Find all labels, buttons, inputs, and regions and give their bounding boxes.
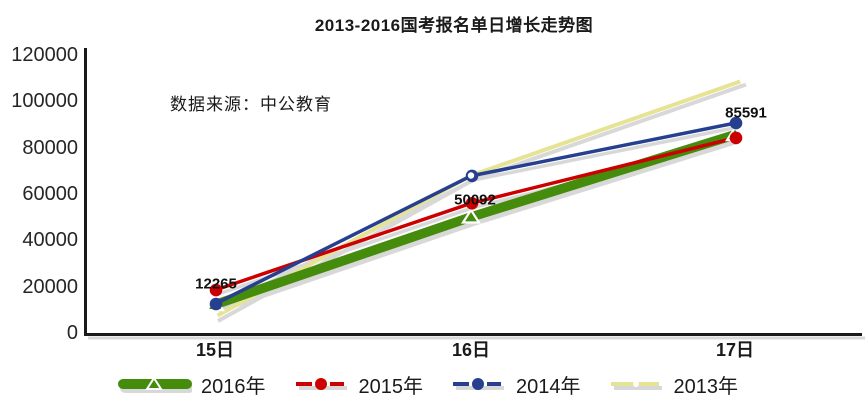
- legend: 2016年 2015年 2014年 2013年: [116, 370, 738, 399]
- x-tick-label: 15日: [195, 340, 235, 360]
- circle-marker-2014年: [729, 116, 743, 130]
- white-dot-marker-2013: [467, 172, 475, 179]
- legend-label-2016年: 2016年: [201, 376, 266, 398]
- axis-lines: [84, 48, 862, 336]
- y-tick-label: 40000: [22, 229, 78, 251]
- circle-marker-2014年: [209, 297, 223, 311]
- y-tick-label: 100000: [11, 90, 78, 112]
- y-tick-label: 80000: [22, 137, 78, 159]
- legend-label-2015年: 2015年: [358, 376, 424, 398]
- data-label: 12265: [195, 275, 237, 293]
- legend-swatch-2014年: [453, 377, 504, 390]
- y-tick-label: 0: [66, 322, 78, 344]
- x-tick-label: 17日: [715, 340, 755, 360]
- data-label: 50092: [454, 191, 496, 209]
- circle-marker-2015年: [465, 197, 479, 210]
- triangle-marker-2016: [460, 207, 482, 224]
- white-dot-marker-2013: [211, 313, 219, 321]
- legend-item-2014年[interactable]: 2014年: [449, 370, 581, 399]
- legend-swatch-2013年: [610, 380, 662, 390]
- data-label: 85591: [725, 104, 767, 122]
- legend-label-2013年: 2013年: [673, 376, 739, 398]
- y-tick-label: 20000: [22, 276, 78, 298]
- line-shadow-2016年: [216, 134, 740, 314]
- legend-item-2016年[interactable]: 2016年: [116, 370, 266, 399]
- y-tick-label: 60000: [22, 183, 78, 205]
- y-tick-label: 120000: [11, 44, 78, 66]
- chart-title: 2013-2016国考报名单日增长走势图: [314, 16, 594, 35]
- source-note: 数据来源：中公教育: [170, 95, 332, 114]
- legend-item-2013年[interactable]: 2013年: [607, 370, 739, 399]
- legend-item-2015年[interactable]: 2015年: [292, 370, 424, 399]
- legend-swatch-2016年: [118, 375, 192, 393]
- x-tick-label: 16日: [451, 340, 491, 360]
- legend-swatch-2015年: [295, 377, 347, 390]
- circle-marker-2015年: [209, 283, 223, 297]
- white-dot-marker-2013: [739, 77, 747, 84]
- circle-marker-2015年: [729, 131, 743, 145]
- legend-label-2014年: 2014年: [516, 376, 581, 398]
